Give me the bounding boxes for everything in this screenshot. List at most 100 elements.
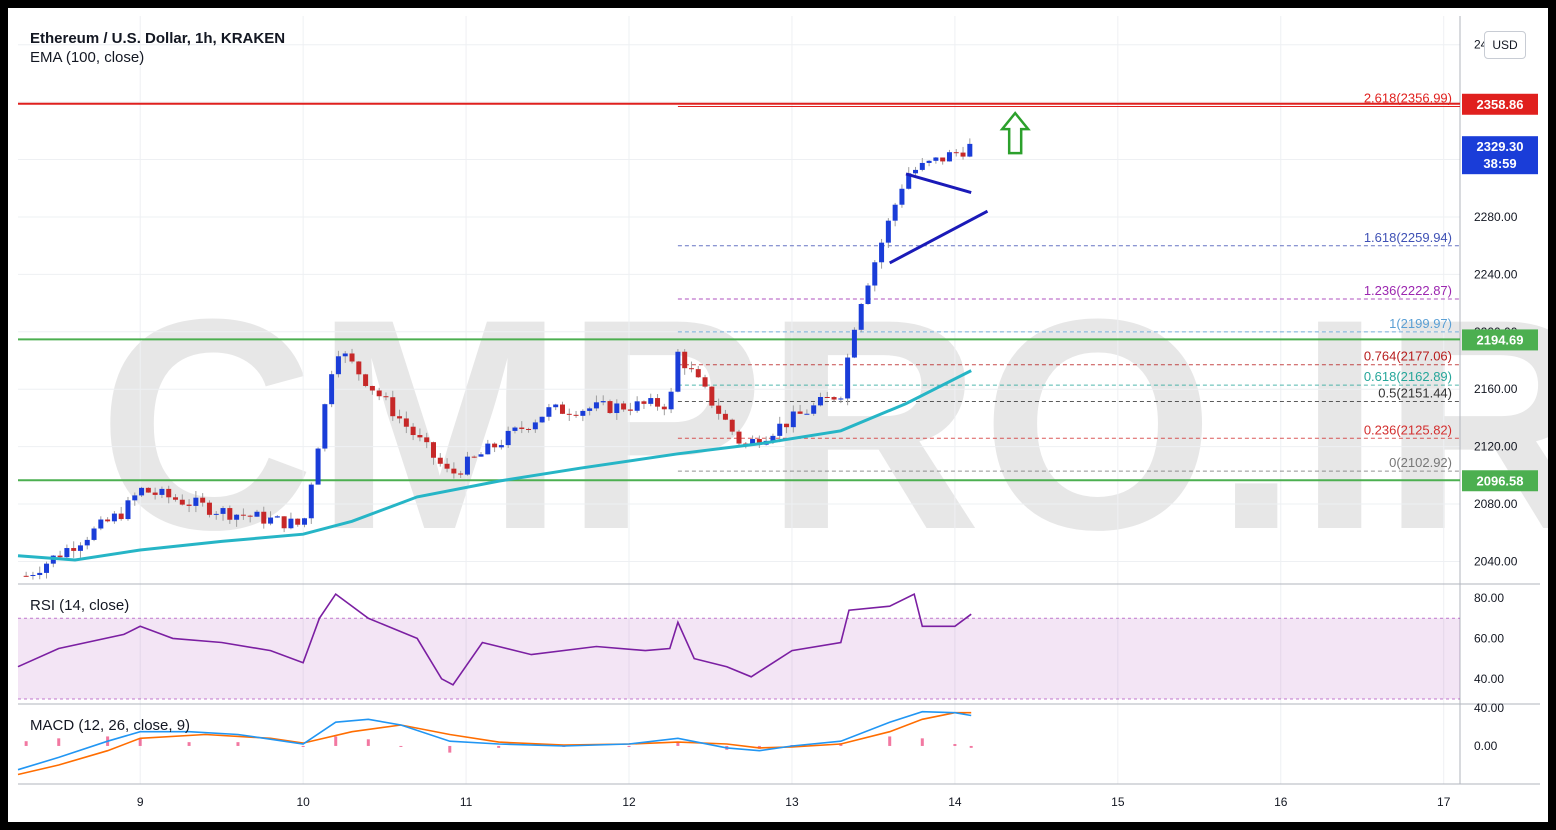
macd-hist-bar-13: [627, 745, 631, 747]
time-tick-7: 16: [1274, 795, 1288, 809]
candle-body: [580, 410, 586, 416]
candle-46: [335, 350, 341, 378]
candle-body: [885, 220, 891, 243]
candle-body: [933, 157, 939, 161]
time-tick-3: 12: [622, 795, 636, 809]
candle-body: [600, 401, 606, 403]
candle-body: [186, 504, 192, 506]
candle-body: [566, 413, 572, 415]
candle-29: [220, 506, 226, 521]
candle-body: [526, 428, 532, 430]
candle-111: [777, 416, 783, 443]
macd-legend: MACD (12, 26, close, 9): [30, 717, 191, 734]
candle-body: [30, 575, 36, 577]
price-tick-8: 2080.00: [1474, 497, 1518, 511]
candle-body: [906, 173, 912, 189]
macd-hist-bar-10: [448, 745, 452, 753]
candle-body: [403, 418, 409, 427]
candle-67: [478, 452, 484, 457]
ema-legend: EMA (100, close): [30, 49, 145, 66]
candle-body: [485, 443, 491, 455]
candle-body: [458, 473, 464, 475]
candle-body: [471, 456, 477, 458]
candle-body: [926, 160, 932, 163]
candle-84: [593, 395, 599, 412]
candle-10: [91, 526, 97, 542]
candle-136: [946, 149, 952, 162]
candle-body: [410, 426, 416, 436]
current-price-tag-text: 38:59: [1483, 156, 1516, 171]
candle-body: [797, 411, 803, 414]
candle-body: [227, 508, 233, 520]
macd-tick-1: 0.00: [1474, 739, 1498, 753]
candle-body: [831, 397, 837, 400]
candle-124: [865, 283, 871, 305]
candle-48: [349, 348, 355, 364]
candle-body: [824, 397, 830, 399]
candle-body: [261, 511, 267, 524]
candle-body: [390, 397, 396, 417]
candle-body: [105, 519, 111, 522]
level-tag-2: 2096.58: [1462, 470, 1538, 492]
rsi-pane: [17, 592, 1460, 700]
fib-label-0.764: 0.764(2177.06): [1364, 349, 1452, 364]
level-tag-1-text: 2194.69: [1477, 332, 1524, 347]
candle-body: [91, 528, 97, 540]
price-tick-3: 2280.00: [1474, 210, 1518, 224]
candle-body: [213, 513, 219, 515]
candle-81: [573, 410, 579, 418]
candle-25: [193, 491, 199, 513]
candle-body: [790, 411, 796, 428]
candle-72: [512, 426, 518, 434]
candle-115: [804, 409, 810, 415]
triangle-upper-line: [905, 172, 972, 195]
candle-53: [383, 392, 389, 401]
candle-body: [417, 435, 423, 438]
candle-89: [627, 402, 633, 416]
candle-57: [410, 423, 416, 441]
candle-body: [234, 514, 240, 520]
candle-13: [111, 511, 117, 524]
candle-body: [573, 414, 579, 416]
candle-body: [736, 431, 742, 444]
candle-body: [166, 488, 172, 498]
candle-94: [661, 403, 667, 416]
time-tick-1: 10: [296, 795, 310, 809]
candle-body: [675, 351, 681, 392]
candle-body: [444, 463, 450, 469]
candle-119: [831, 396, 837, 402]
candle-body: [634, 401, 640, 411]
candle-body: [383, 396, 389, 398]
candle-12: [105, 517, 111, 523]
time-tick-2: 11: [460, 795, 473, 809]
current-price-tag-text: 2329.30: [1477, 139, 1524, 154]
candle-body: [811, 405, 817, 414]
currency-button[interactable]: USD: [1484, 31, 1526, 59]
candle-51: [369, 385, 375, 395]
candle-104: [729, 418, 735, 436]
level-tag-0: 2358.86: [1462, 93, 1538, 115]
candle-68: [485, 439, 491, 455]
candle-126: [879, 238, 885, 269]
candle-117: [817, 392, 823, 407]
macd-hist-bar-7: [334, 736, 338, 746]
candle-78: [553, 403, 559, 411]
rsi-tick-2: 40.00: [1474, 672, 1504, 686]
candle-19: [152, 487, 158, 500]
symbol-title: Ethereum / U.S. Dollar, 1h, KRAKEN: [30, 30, 286, 47]
candle-131: [913, 166, 919, 175]
candle-15: [125, 496, 131, 521]
macd-hist-bar-8: [366, 739, 370, 746]
price-chart[interactable]: CMPRO.IR 2.618(2356.99) 1.618(2259.94) 1.2…: [8, 8, 1548, 822]
fib-label-0.618: 0.618(2162.89): [1364, 369, 1452, 384]
candle-body: [777, 423, 783, 436]
candle-32: [240, 508, 246, 520]
macd-hist-bar-5: [236, 742, 240, 746]
candle-body: [505, 430, 511, 446]
candle-body: [159, 488, 165, 495]
candle-47: [342, 351, 348, 363]
candle-80: [566, 408, 572, 421]
candle-body: [424, 437, 430, 443]
candle-body: [498, 445, 504, 448]
candle-body: [308, 484, 314, 519]
